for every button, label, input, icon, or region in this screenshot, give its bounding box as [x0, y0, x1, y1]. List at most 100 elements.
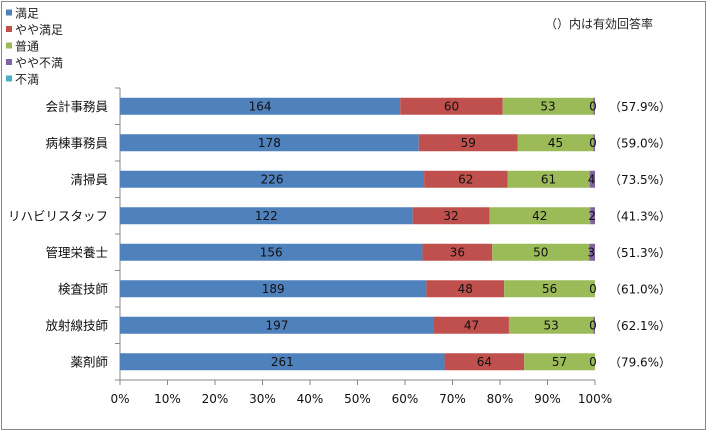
- value-label: 2: [588, 209, 596, 223]
- value-label: 4: [588, 172, 596, 186]
- x-tick-label: 80%: [487, 392, 514, 406]
- x-tick-label: 100%: [578, 392, 612, 406]
- value-label: 178: [258, 136, 281, 150]
- bar-segment: [426, 280, 505, 298]
- bar-segment: [590, 207, 595, 225]
- x-tick-label: 50%: [344, 392, 371, 406]
- category-label: 薬剤師: [70, 354, 108, 369]
- legend-label: やや不満: [15, 56, 63, 70]
- value-label: 261: [271, 355, 294, 369]
- legend-item: やや不満: [6, 56, 63, 70]
- response-rate-label: （62.1%）: [609, 319, 671, 333]
- response-rate-label: （41.3%）: [609, 209, 671, 223]
- response-rate-label: （79.6%）: [609, 355, 671, 369]
- response-rate-label: （51.3%）: [609, 246, 671, 260]
- bar-segment: [120, 134, 419, 152]
- legend-swatch: [6, 9, 12, 16]
- bar-segment: [589, 170, 595, 188]
- value-label: 53: [540, 99, 555, 113]
- value-label: 226: [261, 172, 284, 186]
- response-rate-label: （61.0%）: [609, 282, 671, 296]
- value-label: 122: [255, 209, 278, 223]
- value-label: 36: [450, 245, 465, 259]
- value-label: 156: [260, 245, 283, 259]
- x-tick-label: 40%: [297, 392, 324, 406]
- value-label: 32: [443, 209, 458, 223]
- bar-segment: [422, 243, 493, 261]
- value-label: 0: [589, 136, 597, 150]
- value-label: 57: [552, 355, 567, 369]
- x-tick-label: 30%: [249, 392, 276, 406]
- value-label: 64: [477, 355, 492, 369]
- category-label: リハビリスタッフ: [8, 208, 108, 223]
- bar-segment: [593, 134, 595, 152]
- bar-segment: [589, 243, 595, 261]
- labels: 会計事務員 164 60 53 0 （57.9%）病棟事務員 178 59 45 0 （59.0%）…: [8, 99, 671, 370]
- bar-segment: [120, 170, 425, 188]
- category-label: 清掃員: [70, 172, 108, 187]
- bar-segment: [507, 170, 590, 188]
- value-label: 197: [266, 318, 289, 332]
- value-label: 3: [587, 245, 595, 259]
- bar-segment: [444, 353, 525, 371]
- x-tick-label: 60%: [392, 392, 419, 406]
- value-label: 164: [249, 99, 272, 113]
- bar-segment: [120, 280, 427, 298]
- response-rate-note: （）内は有効回答率: [545, 16, 653, 31]
- value-label: 47: [464, 318, 479, 332]
- category-label: 放射線技師: [45, 318, 108, 333]
- value-label: 189: [262, 282, 285, 296]
- response-rate-label: （73.5%）: [609, 173, 671, 187]
- value-label: 0: [589, 282, 597, 296]
- bar-segment: [492, 243, 590, 261]
- legend-label: 不満: [15, 73, 39, 87]
- bar-segment: [593, 97, 595, 115]
- bar-segment: [504, 280, 595, 298]
- legend-swatch: [6, 42, 12, 49]
- value-label: 0: [589, 355, 597, 369]
- bar-segment: [593, 316, 595, 334]
- bar-segment: [508, 316, 594, 334]
- category-label: 管理栄養士: [45, 245, 108, 260]
- bar-segment: [524, 353, 595, 371]
- legend-item: 普通: [6, 40, 39, 54]
- value-label: 53: [544, 318, 559, 332]
- value-label: 48: [458, 282, 473, 296]
- legend-label: 満足: [15, 7, 39, 21]
- legend-item: やや満足: [6, 23, 63, 37]
- legend-item: 不満: [6, 73, 39, 87]
- bar-segment: [120, 97, 401, 115]
- x-tick-label: 70%: [439, 392, 466, 406]
- x-tick-label: 0%: [110, 392, 129, 406]
- value-label: 56: [542, 282, 557, 296]
- legend-label: やや満足: [15, 23, 63, 37]
- bar-segment: [120, 243, 423, 261]
- legend-swatch: [6, 59, 12, 65]
- bar-segment: [400, 97, 503, 115]
- bar-segment: [517, 134, 594, 152]
- category-label: 検査技師: [58, 281, 108, 296]
- value-label: 50: [533, 245, 548, 259]
- category-label: 病棟事務員: [45, 135, 108, 150]
- category-label: 会計事務員: [45, 99, 108, 114]
- legend-label: 普通: [15, 40, 39, 54]
- bar-segment: [120, 316, 435, 334]
- bar-segment: [502, 97, 594, 115]
- value-label: 61: [541, 172, 556, 186]
- value-label: 42: [532, 209, 547, 223]
- value-label: 0: [589, 318, 597, 332]
- bar-segment: [120, 353, 445, 371]
- value-label: 59: [461, 136, 476, 150]
- bar-segment: [489, 207, 591, 225]
- x-tick-label: 20%: [202, 392, 229, 406]
- response-rate-label: （59.0%）: [609, 136, 671, 150]
- x-tick-label: 10%: [154, 392, 181, 406]
- legend-swatch: [6, 26, 12, 32]
- bar-segment: [120, 207, 413, 225]
- bars: [120, 97, 595, 371]
- bar-segment: [418, 134, 518, 152]
- x-tick-label: 90%: [534, 392, 561, 406]
- bar-segment: [434, 316, 509, 334]
